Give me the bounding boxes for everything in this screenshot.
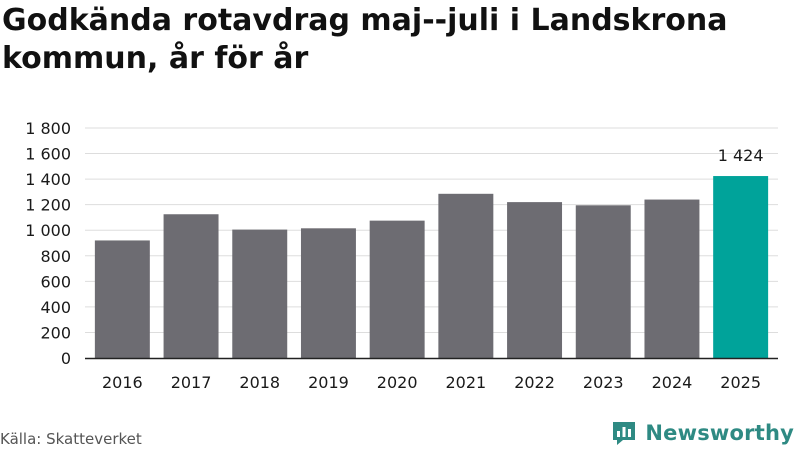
x-tick-label: 2019 (308, 373, 349, 392)
bar-2017 (163, 214, 219, 358)
x-tick-label: 2022 (514, 373, 555, 392)
bar-2016 (94, 240, 150, 358)
brand-name: Newsworthy (645, 421, 794, 445)
y-axis-ticks: 0 200 400 600 800 1 000 1 200 1 400 1 600 1 800 (25, 119, 71, 368)
y-tick-label: 400 (40, 298, 71, 317)
y-tick-label: 800 (40, 247, 71, 266)
y-tick-label: 1 600 (25, 145, 71, 164)
y-tick-label: 1 800 (25, 119, 71, 138)
data-label: 1 424 (718, 146, 764, 165)
y-tick-label: 600 (40, 272, 71, 291)
bar-2022 (507, 202, 563, 358)
y-tick-label: 200 (40, 323, 71, 342)
brand: Newsworthy (611, 420, 794, 446)
bar-chart: 0 200 400 600 800 1 000 1 200 1 400 1 600 1 800 1… (25, 119, 778, 392)
y-tick-label: 0 (61, 349, 71, 368)
x-tick-label: 2021 (445, 373, 486, 392)
y-tick-label: 1 000 (25, 221, 71, 240)
x-tick-label: 2020 (377, 373, 418, 392)
x-tick-label: 2025 (720, 373, 761, 392)
bar-2025 (713, 176, 769, 358)
bar-2021 (438, 193, 494, 358)
x-tick-label: 2016 (102, 373, 143, 392)
x-tick-label: 2017 (171, 373, 212, 392)
y-tick-label: 1 200 (25, 196, 71, 215)
newsworthy-logo-icon (613, 422, 636, 445)
bar-2020 (369, 220, 425, 358)
bar-2019 (300, 228, 356, 358)
chart-title: Godkända rotavdrag maj--juli i Landskron… (2, 3, 728, 76)
x-axis-ticks: 2016 2017 2018 2019 2020 2021 2022 2023 2024 2025 (102, 373, 761, 392)
y-tick-label: 1 400 (25, 170, 71, 189)
bar-2024 (644, 199, 700, 358)
bars (94, 176, 769, 358)
bar-2023 (575, 205, 631, 358)
x-tick-label: 2024 (652, 373, 693, 392)
source-note: Källa: Skatteverket (0, 430, 142, 448)
bar-2018 (232, 229, 288, 358)
x-tick-label: 2023 (583, 373, 624, 392)
data-labels: 1 424 (718, 146, 764, 165)
x-tick-label: 2018 (239, 373, 280, 392)
